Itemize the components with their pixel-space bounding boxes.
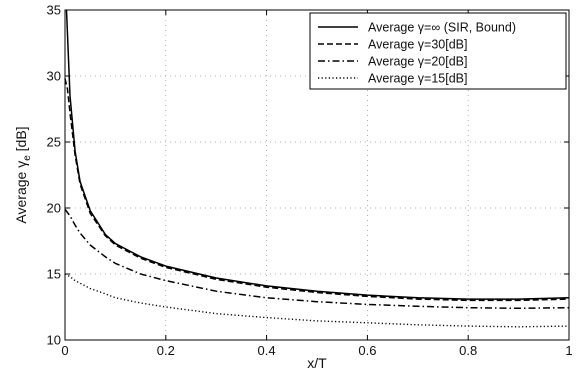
x-tick-label: 0.4 — [258, 343, 276, 358]
x-axis-label: x/T — [307, 355, 327, 371]
x-tick-label: 0 — [61, 343, 68, 358]
y-tick-label: 30 — [47, 69, 61, 84]
y-axis-label: Average γe [dB] — [13, 126, 33, 223]
y-tick-label: 25 — [47, 135, 61, 150]
x-tick-label: 0.8 — [459, 343, 477, 358]
legend-label-3: Average γ=20[dB] — [368, 55, 468, 69]
y-tick-label: 35 — [47, 3, 61, 18]
series-layer — [64, 9, 570, 328]
y-tick-label: 20 — [47, 201, 61, 216]
y-tick-label: 10 — [47, 333, 61, 348]
plot-frame — [64, 9, 570, 341]
x-tick-label: 0.6 — [358, 343, 376, 358]
series-line-3 — [64, 208, 570, 310]
y-axis-label-subscript: e — [22, 155, 33, 161]
y-tick-label: 15 — [47, 267, 61, 282]
y-axis-label-unit: [dB] — [13, 126, 29, 155]
x-tick-label: 0.2 — [157, 343, 175, 358]
legend-label-4: Average γ=15[dB] — [368, 72, 468, 86]
series-line-2 — [64, 78, 570, 302]
legend-box — [309, 12, 567, 90]
legend-label-1: Average γ=∞ (SIR, Bound) — [368, 21, 516, 35]
legend-label-2: Average γ=30[dB] — [368, 38, 468, 52]
legend: Average γ=∞ (SIR, Bound) Average γ=30[dB]… — [309, 12, 567, 90]
y-axis-label-main: Average γ — [13, 161, 29, 224]
x-tick-label: 1 — [565, 343, 572, 358]
